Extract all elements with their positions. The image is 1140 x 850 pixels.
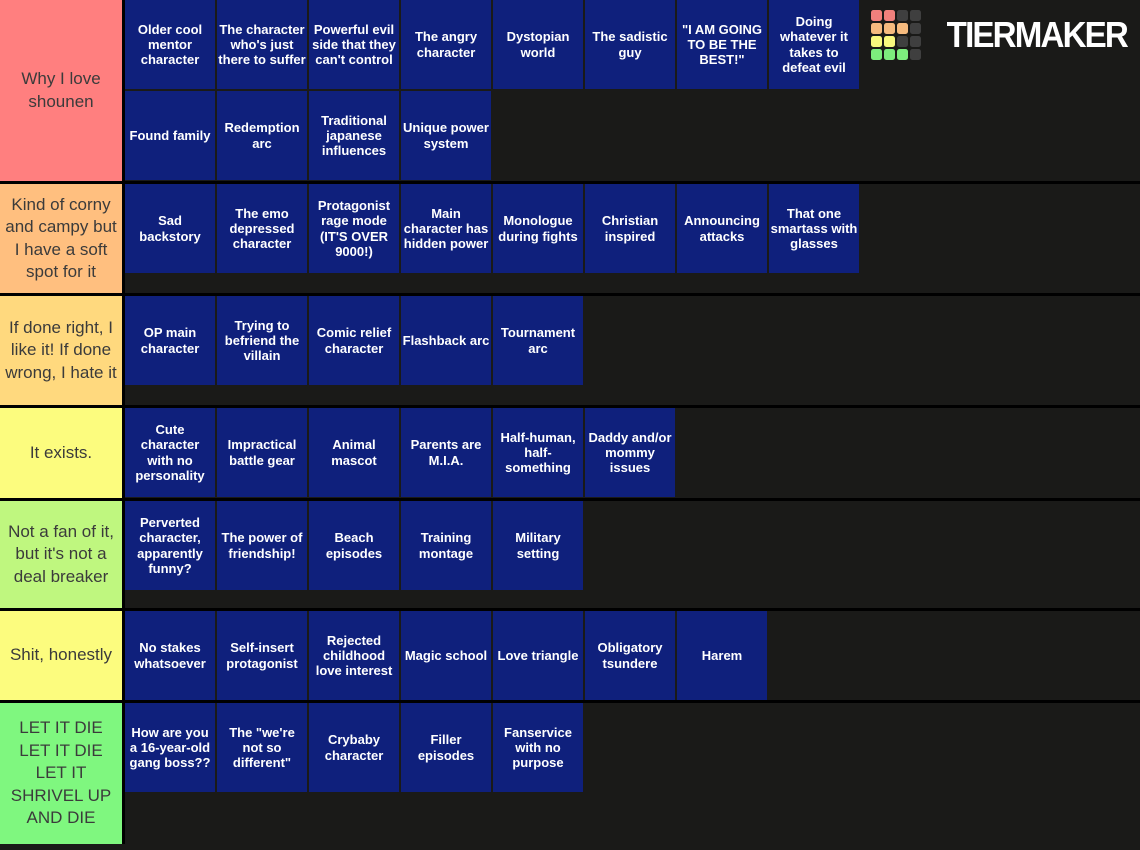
grid-cell-yellow [884, 36, 895, 47]
tier-tiles-container: Older cool mentor character The character… [125, 0, 861, 181]
grid-cell-green [897, 49, 908, 60]
tier-item-tile[interactable]: Christian inspired [585, 184, 675, 273]
tier-item-tile[interactable]: The power of friendship! [217, 501, 307, 590]
grid-cell-green [871, 49, 882, 60]
tier-label: Why I love shounen [0, 0, 125, 181]
tier-label: Kind of corny and campy but I have a sof… [0, 184, 125, 293]
tier-item-tile[interactable]: Filler episodes [401, 703, 491, 792]
grid-cell-dark [910, 36, 921, 47]
tier-item-tile[interactable]: Found family [125, 91, 215, 180]
tier-item-tile[interactable]: Trying to befriend the villain [217, 296, 307, 385]
tier-row-5: Not a fan of it, but it's not a deal bre… [0, 501, 1140, 611]
tier-item-tile[interactable]: Harem [677, 611, 767, 700]
tier-label: Shit, honestly [0, 611, 125, 700]
tier-row-1: Why I love shounen Older cool mentor cha… [0, 0, 1140, 184]
tier-item-tile[interactable]: Love triangle [493, 611, 583, 700]
tier-item-tile[interactable]: Cute character with no personality [125, 408, 215, 497]
grid-cell-orange [884, 23, 895, 34]
tier-item-tile[interactable]: How are you a 16-year-old gang boss?? [125, 703, 215, 792]
tier-item-tile[interactable]: Rejected childhood love interest [309, 611, 399, 700]
tier-item-tile[interactable]: Training montage [401, 501, 491, 590]
tier-tiles-container: How are you a 16-year-old gang boss?? The… [125, 703, 861, 844]
tier-item-tile[interactable]: Obligatory tsundere [585, 611, 675, 700]
tier-item-tile[interactable]: The emo depressed character [217, 184, 307, 273]
grid-cell-dark [897, 36, 908, 47]
grid-cell-yellow [871, 36, 882, 47]
tier-item-tile[interactable]: Crybaby character [309, 703, 399, 792]
tier-item-tile[interactable]: OP main character [125, 296, 215, 385]
tier-item-tile[interactable]: Doing whatever it takes to defeat evil [769, 0, 859, 89]
tier-item-tile[interactable]: Animal mascot [309, 408, 399, 497]
tier-item-tile[interactable]: Perverted character, apparently funny? [125, 501, 215, 590]
tier-label: It exists. [0, 408, 125, 498]
tier-item-tile[interactable]: Powerful evil side that they can't contr… [309, 0, 399, 89]
tier-row-3: If done right, I like it! If done wrong,… [0, 296, 1140, 408]
tier-item-tile[interactable]: Half-human, half-something [493, 408, 583, 497]
grid-cell-dark [910, 23, 921, 34]
tier-item-tile[interactable]: The "we're not so different" [217, 703, 307, 792]
tier-item-tile[interactable]: Older cool mentor character [125, 0, 215, 89]
tier-item-tile[interactable]: Redemption arc [217, 91, 307, 180]
grid-cell-green [884, 49, 895, 60]
tier-item-tile[interactable]: Comic relief character [309, 296, 399, 385]
grid-cell-orange [897, 23, 908, 34]
tier-tiles-container: Perverted character, apparently funny? Th… [125, 501, 861, 608]
grid-cell-red [871, 10, 882, 21]
tier-row-4: It exists. Cute character with no person… [0, 408, 1140, 501]
tier-item-tile[interactable]: Military setting [493, 501, 583, 590]
tier-item-tile[interactable]: Sad backstory [125, 184, 215, 273]
tier-item-tile[interactable]: Self-insert protagonist [217, 611, 307, 700]
tier-tiles-container: Cute character with no personality Imprac… [125, 408, 861, 498]
grid-cell-orange [871, 23, 882, 34]
tier-label: LET IT DIE LET IT DIE LET IT SHRIVEL UP … [0, 703, 125, 844]
tier-item-tile[interactable]: Unique power system [401, 91, 491, 180]
tier-item-tile[interactable]: The character who's just there to suffer [217, 0, 307, 89]
tier-item-tile[interactable]: Parents are M.I.A. [401, 408, 491, 497]
tier-item-tile[interactable]: Tournament arc [493, 296, 583, 385]
grid-cell-red [884, 10, 895, 21]
tier-tiles-container: No stakes whatsoever Self-insert protagon… [125, 611, 861, 700]
tier-item-tile[interactable]: Impractical battle gear [217, 408, 307, 497]
tier-item-tile[interactable]: Monologue during fights [493, 184, 583, 273]
tier-item-tile[interactable]: Fanservice with no purpose [493, 703, 583, 792]
tier-row-7: LET IT DIE LET IT DIE LET IT SHRIVEL UP … [0, 703, 1140, 844]
tier-row-6: Shit, honestly No stakes whatsoever Self-… [0, 611, 1140, 703]
tier-item-tile[interactable]: Flashback arc [401, 296, 491, 385]
tier-item-tile[interactable]: Beach episodes [309, 501, 399, 590]
tier-item-tile[interactable]: Main character has hidden power [401, 184, 491, 273]
tier-item-tile[interactable]: The sadistic guy [585, 0, 675, 89]
grid-cell-dark [897, 10, 908, 21]
tier-item-tile[interactable]: Daddy and/or mommy issues [585, 408, 675, 497]
tiermaker-grid-icon [871, 10, 921, 60]
tiermaker-logo: TIERMAKER [871, 10, 1129, 60]
tiermaker-logo-text: TIERMAKER [946, 14, 1129, 55]
tier-label: If done right, I like it! If done wrong,… [0, 296, 125, 405]
tier-label: Not a fan of it, but it's not a deal bre… [0, 501, 125, 608]
tier-item-tile[interactable]: "I AM GOING TO BE THE BEST!" [677, 0, 767, 89]
tier-row-2: Kind of corny and campy but I have a sof… [0, 184, 1140, 296]
tier-item-tile[interactable]: Magic school [401, 611, 491, 700]
tier-item-tile[interactable]: The angry character [401, 0, 491, 89]
tier-item-tile[interactable]: Dystopian world [493, 0, 583, 89]
tier-tiles-container: Sad backstory The emo depressed character… [125, 184, 861, 293]
grid-cell-dark [910, 10, 921, 21]
tier-tiles-container: OP main character Trying to befriend the … [125, 296, 861, 405]
tier-item-tile[interactable]: That one smartass with glasses [769, 184, 859, 273]
tier-item-tile[interactable]: Protagonist rage mode (IT'S OVER 9000!) [309, 184, 399, 273]
tier-item-tile[interactable]: Traditional japanese influences [309, 91, 399, 180]
tier-item-tile[interactable]: Announcing attacks [677, 184, 767, 273]
tier-item-tile[interactable]: No stakes whatsoever [125, 611, 215, 700]
grid-cell-dark [910, 49, 921, 60]
